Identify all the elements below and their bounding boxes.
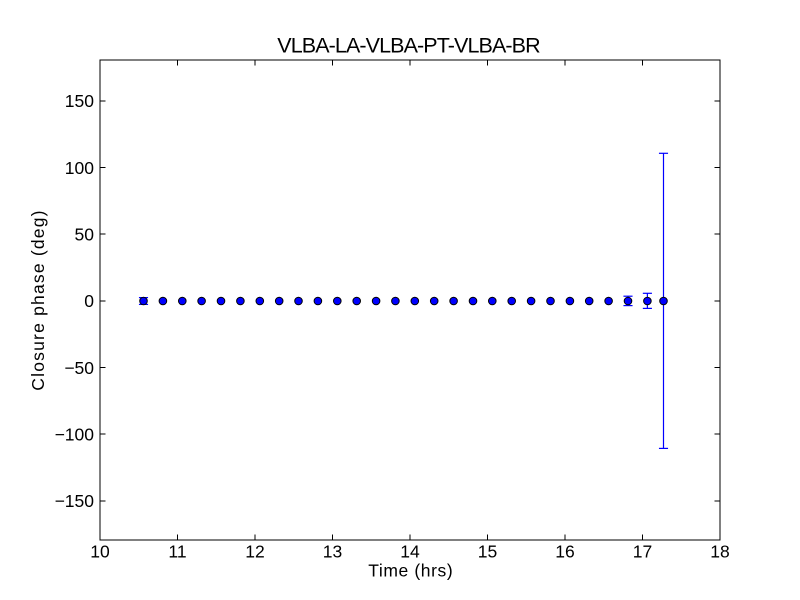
svg-text:11: 11 [168, 541, 186, 561]
svg-text:100: 100 [65, 158, 94, 178]
svg-text:Time (hrs): Time (hrs) [368, 561, 453, 581]
svg-text:15: 15 [478, 541, 497, 561]
svg-text:Closure phase (deg): Closure phase (deg) [28, 209, 48, 390]
svg-text:16: 16 [555, 541, 574, 561]
svg-text:50: 50 [75, 224, 95, 244]
svg-text:−150: −150 [55, 491, 95, 511]
svg-text:13: 13 [323, 541, 342, 561]
svg-text:12: 12 [245, 541, 264, 561]
svg-text:18: 18 [710, 541, 729, 561]
svg-text:0: 0 [84, 291, 94, 311]
svg-text:150: 150 [65, 91, 94, 111]
svg-text:10: 10 [90, 541, 110, 561]
svg-text:−100: −100 [55, 424, 95, 444]
svg-text:14: 14 [400, 541, 420, 561]
svg-text:VLBA-LA-VLBA-PT-VLBA-BR: VLBA-LA-VLBA-PT-VLBA-BR [277, 34, 540, 58]
svg-text:17: 17 [633, 541, 652, 561]
svg-text:−50: −50 [64, 358, 94, 378]
